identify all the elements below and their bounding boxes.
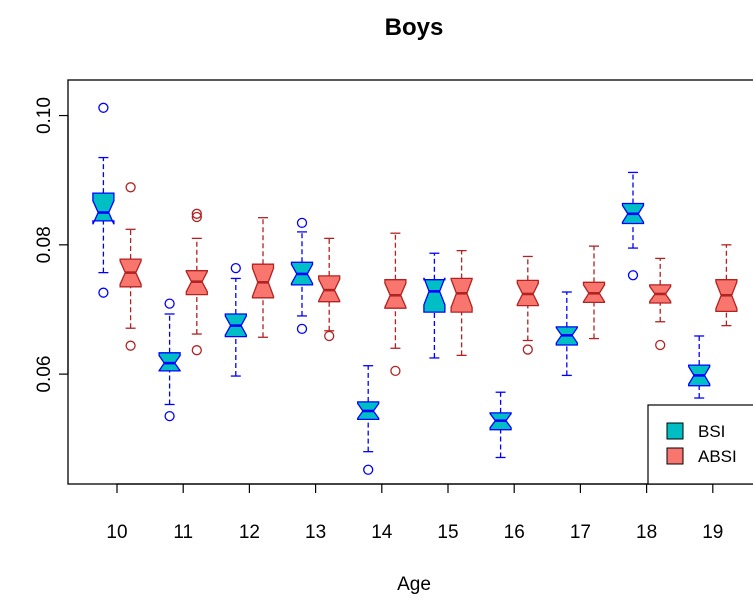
x-tick-label: 13 — [305, 522, 326, 543]
y-tick-label: 0.08 — [34, 226, 55, 263]
series-layer — [92, 102, 738, 475]
chart-title: Boys — [385, 14, 444, 41]
x-axis-label: Age — [397, 574, 431, 595]
outlier-point — [191, 208, 202, 219]
x-tick-label: 12 — [239, 522, 260, 543]
y-tick-label: 0.06 — [34, 356, 55, 393]
x-tick-label: 10 — [106, 522, 127, 543]
outlier-point — [125, 340, 136, 351]
x-tick-label: 19 — [702, 522, 723, 543]
outlier-point — [627, 270, 639, 281]
x-tick-label: 15 — [437, 522, 458, 543]
outlier-point — [522, 344, 533, 355]
outlier-point — [98, 287, 109, 298]
box-bsi — [423, 277, 446, 313]
outlier-point — [125, 182, 136, 193]
outlier-point — [164, 298, 175, 309]
y-tick-label: 0.10 — [34, 97, 55, 134]
box-absi — [251, 263, 275, 299]
series-bsi — [92, 102, 711, 475]
outlier-point — [324, 330, 335, 342]
legend: BSI ABSI — [647, 404, 753, 485]
legend-label-bsi: BSI — [698, 422, 725, 441]
box-absi — [450, 277, 473, 313]
outlier-point — [655, 339, 666, 351]
outlier-point — [390, 365, 401, 377]
x-tick-label: 11 — [173, 522, 193, 543]
x-tick-label: 16 — [504, 522, 525, 543]
x-tick-label: 17 — [570, 522, 591, 543]
legend-label-absi: ABSI — [698, 447, 737, 466]
x-tick-label: 18 — [636, 522, 657, 543]
outlier-point — [164, 410, 175, 422]
series-absi — [119, 182, 738, 377]
axes-layer: 10 11 12 13 14 15 16 17 18 19 0.06 0.08 0.10 — [34, 97, 723, 543]
x-tick-label: 14 — [371, 522, 393, 543]
outlier-point — [191, 211, 202, 223]
box-bsi — [92, 192, 115, 225]
outlier-point — [296, 323, 308, 335]
outlier-point — [363, 464, 374, 475]
outlier-point — [98, 102, 109, 113]
outlier-point — [296, 217, 308, 229]
legend-swatch-absi — [666, 447, 684, 465]
box-absi — [384, 279, 407, 309]
outlier-point — [230, 262, 241, 274]
outlier-point — [191, 345, 202, 356]
legend-box — [647, 404, 753, 485]
legend-swatch-bsi — [666, 422, 684, 440]
